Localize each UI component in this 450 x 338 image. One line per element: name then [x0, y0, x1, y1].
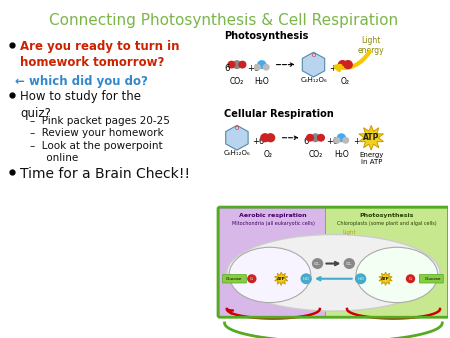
Text: H₂O: H₂O [334, 150, 349, 159]
Text: CO₂: CO₂ [346, 262, 353, 266]
Text: Time for a Brain Check!!: Time for a Brain Check!! [20, 167, 190, 181]
Text: CO₂: CO₂ [230, 77, 244, 86]
Text: Light
energy: Light energy [358, 36, 384, 55]
Circle shape [318, 135, 324, 141]
Circle shape [344, 61, 352, 69]
Text: CO₂: CO₂ [308, 150, 323, 159]
Text: Chloroplasts (some plant and algal cells): Chloroplasts (some plant and algal cells… [337, 221, 436, 226]
Text: ← which did you do?: ← which did you do? [15, 75, 148, 88]
Text: Photosynthesis: Photosynthesis [360, 213, 414, 218]
Text: C₆H₁₂O₆: C₆H₁₂O₆ [224, 150, 250, 156]
Text: Photosynthesis: Photosynthesis [224, 31, 308, 41]
Text: Energy
in ATP: Energy in ATP [359, 152, 383, 165]
Ellipse shape [227, 235, 440, 311]
Text: +6: +6 [326, 137, 339, 146]
Text: 6: 6 [224, 64, 230, 73]
Text: H₂O: H₂O [254, 77, 269, 86]
Circle shape [313, 259, 323, 268]
Circle shape [266, 134, 274, 142]
Text: Connecting Photosynthesis & Cell Respiration: Connecting Photosynthesis & Cell Respira… [50, 13, 399, 28]
Text: O: O [311, 53, 315, 57]
FancyBboxPatch shape [222, 274, 246, 283]
Text: Light: Light [342, 230, 356, 235]
Text: ATP: ATP [381, 277, 390, 281]
Text: Glucose: Glucose [425, 277, 441, 281]
Text: CO₂: CO₂ [314, 262, 321, 266]
Circle shape [338, 134, 345, 142]
Polygon shape [274, 272, 288, 285]
Ellipse shape [356, 247, 438, 303]
Polygon shape [302, 52, 325, 77]
Text: H₂O: H₂O [303, 277, 310, 281]
Circle shape [343, 138, 349, 143]
Circle shape [301, 274, 311, 284]
Text: –  Pink packet pages 20-25: – Pink packet pages 20-25 [30, 116, 170, 126]
Text: O₂: O₂ [409, 277, 413, 281]
Circle shape [263, 65, 269, 70]
Circle shape [261, 134, 269, 142]
Text: +6: +6 [247, 64, 259, 73]
Circle shape [356, 274, 365, 284]
Text: –  Look at the powerpoint
     online: – Look at the powerpoint online [30, 141, 162, 163]
Text: O: O [235, 126, 239, 131]
Text: +6: +6 [329, 64, 342, 73]
Text: Glucose: Glucose [226, 277, 242, 281]
Circle shape [406, 275, 414, 283]
Text: O₂: O₂ [263, 150, 272, 159]
Circle shape [239, 62, 246, 68]
Text: H₂O: H₂O [357, 277, 364, 281]
Circle shape [311, 134, 320, 142]
Text: ATP: ATP [363, 133, 379, 142]
Polygon shape [359, 125, 383, 150]
Circle shape [228, 62, 235, 68]
Circle shape [255, 65, 260, 70]
Text: O₂: O₂ [250, 277, 254, 281]
Text: Mitochondria (all eukaryotic cells): Mitochondria (all eukaryotic cells) [232, 221, 315, 226]
FancyBboxPatch shape [219, 208, 328, 316]
Circle shape [248, 275, 256, 283]
Text: 6: 6 [304, 137, 309, 146]
Circle shape [344, 259, 354, 268]
Text: Cellular Respiration: Cellular Respiration [224, 109, 334, 119]
Text: Aerobic respiration: Aerobic respiration [239, 213, 307, 218]
Circle shape [233, 61, 241, 68]
Circle shape [306, 135, 313, 141]
FancyBboxPatch shape [419, 274, 443, 283]
FancyArrowPatch shape [336, 52, 370, 70]
Text: How to study for the
quiz?: How to study for the quiz? [20, 90, 141, 120]
Text: C₆H₁₂O₆: C₆H₁₂O₆ [300, 77, 327, 83]
Text: O₂: O₂ [341, 77, 350, 86]
Polygon shape [226, 125, 248, 150]
Text: Are you ready to turn in
homework tomorrow?: Are you ready to turn in homework tomorr… [20, 40, 180, 69]
Text: +: + [353, 137, 360, 146]
Ellipse shape [229, 247, 310, 303]
FancyBboxPatch shape [326, 208, 448, 316]
Text: ATP: ATP [277, 277, 286, 281]
Text: –  Review your homework: – Review your homework [30, 128, 164, 138]
Circle shape [258, 61, 266, 68]
Text: +6: +6 [252, 137, 264, 146]
Polygon shape [379, 272, 392, 285]
Circle shape [338, 61, 346, 69]
Circle shape [334, 138, 340, 143]
